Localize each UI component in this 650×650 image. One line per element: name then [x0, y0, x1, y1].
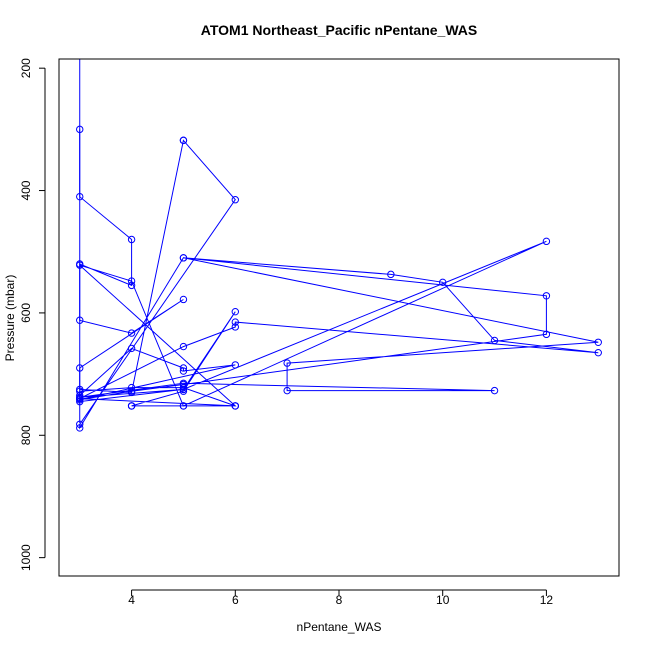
data-point — [127, 281, 136, 290]
data-point — [76, 125, 84, 134]
data-point — [127, 329, 136, 337]
data-point — [542, 330, 551, 339]
data-point — [542, 292, 551, 300]
data-point — [76, 192, 84, 201]
data-point — [387, 270, 395, 279]
data-point — [179, 342, 188, 351]
data-point — [231, 361, 239, 369]
x-tick-label: 8 — [336, 593, 343, 607]
y-axis-label: Pressure (mbar) — [3, 275, 17, 362]
data-point — [127, 277, 136, 285]
data-point — [76, 397, 84, 406]
data-point — [179, 367, 188, 375]
data-point — [127, 402, 136, 410]
data-point — [439, 278, 447, 287]
x-tick-label: 10 — [436, 593, 450, 607]
data-point — [231, 307, 239, 316]
data-point — [231, 402, 239, 410]
y-tick-label: 1000 — [19, 544, 33, 571]
x-axis: 4 6 8 10 12 — [128, 589, 554, 607]
x-tick-label: 12 — [540, 593, 554, 607]
data-point — [76, 424, 84, 432]
data-point — [594, 348, 602, 357]
data-point — [179, 402, 188, 410]
data-point — [127, 344, 136, 353]
data-point — [179, 364, 188, 372]
data-point — [490, 386, 499, 395]
data-point — [283, 386, 291, 395]
data-point — [127, 235, 136, 244]
data-point — [594, 338, 602, 346]
data-point — [231, 323, 239, 331]
data-point — [231, 318, 239, 326]
data-point — [127, 387, 136, 395]
x-tick-label: 4 — [128, 593, 135, 607]
data-point — [179, 383, 188, 392]
data-point — [76, 420, 84, 428]
data-point — [231, 196, 239, 204]
chart-title: ATOM1 Northeast_Pacific nPentane_WAS — [201, 22, 477, 38]
data-point — [283, 359, 291, 367]
y-tick-label: 800 — [19, 425, 33, 445]
data-point — [76, 387, 84, 395]
data-point — [76, 316, 84, 324]
data-point — [179, 136, 188, 145]
plot-frame — [58, 58, 620, 577]
data-point — [76, 261, 84, 269]
data-point — [76, 364, 84, 372]
data-point — [490, 336, 499, 345]
y-tick-label: 600 — [19, 303, 33, 323]
data-point — [542, 237, 551, 246]
data-point — [179, 295, 188, 304]
plot-area — [76, 59, 602, 432]
y-axis: 200 400 600 800 1000 — [19, 58, 46, 571]
data-point — [127, 383, 136, 392]
x-tick-label: 6 — [232, 593, 239, 607]
y-tick-label: 400 — [19, 180, 33, 200]
data-point — [76, 394, 84, 403]
data-point — [179, 254, 188, 262]
y-tick-label: 200 — [19, 58, 33, 78]
x-axis-label: nPentane_WAS — [297, 620, 382, 634]
